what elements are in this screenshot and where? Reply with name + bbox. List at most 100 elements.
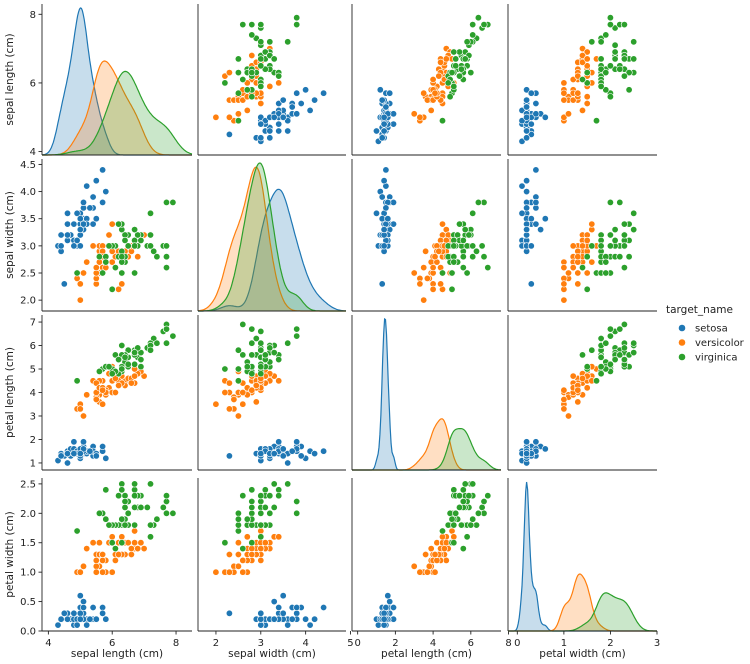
point-virginica-19 <box>221 365 229 373</box>
y-tick-label: 7 <box>30 318 36 329</box>
point-setosa-41 <box>225 609 233 617</box>
point-setosa-37 <box>518 209 526 217</box>
point-virginica-41 <box>450 48 458 56</box>
point-setosa-22 <box>64 209 72 217</box>
y-tick-label: 2.5 <box>20 269 36 280</box>
point-setosa-36 <box>523 96 531 104</box>
point-virginica-29 <box>257 38 265 46</box>
point-virginica-33 <box>450 539 458 547</box>
point-setosa-34 <box>73 236 81 244</box>
panel-3-0: 0.0 0.5 1.0 1.5 2.0 2.5 petal width (cm) 4 6 8 sep… <box>4 478 192 660</box>
kde-fill-setosa-0 <box>42 8 192 155</box>
point-versicolor-14 <box>252 398 260 406</box>
point-setosa-47 <box>64 450 72 458</box>
legend-label-virginica: virginica <box>695 353 738 364</box>
point-setosa-22 <box>372 209 380 217</box>
point-versicolor-48 <box>234 110 242 118</box>
y-tick-label: 1.5 <box>20 538 36 549</box>
point-setosa-48 <box>288 103 296 111</box>
point-setosa-40 <box>76 609 84 617</box>
point-virginica-35 <box>163 492 171 500</box>
point-setosa-14 <box>102 615 110 623</box>
point-virginica-32 <box>616 253 624 261</box>
point-virginica-46 <box>234 515 242 523</box>
point-virginica-46 <box>448 515 456 523</box>
x-tick-label: 6 <box>468 638 474 649</box>
point-setosa-33 <box>523 177 531 185</box>
point-virginica-6 <box>73 527 81 535</box>
point-setosa-24 <box>70 438 78 446</box>
point-virginica-17 <box>616 198 624 206</box>
point-versicolor-48 <box>410 269 418 277</box>
point-virginica-47 <box>124 242 132 250</box>
panel-1-1 <box>197 159 347 312</box>
point-virginica-25 <box>467 521 475 529</box>
point-virginica-25 <box>266 38 274 46</box>
y-tick-label: 2.0 <box>20 509 36 520</box>
point-virginica-6 <box>234 527 242 535</box>
point-versicolor-12 <box>429 285 437 293</box>
point-virginica-18 <box>620 264 628 272</box>
point-virginica-8 <box>131 521 139 529</box>
point-setosa-48 <box>382 103 390 111</box>
point-versicolor-45 <box>569 242 577 250</box>
point-virginica-5 <box>159 503 167 511</box>
point-virginica-9 <box>469 209 477 217</box>
point-virginica-28 <box>121 503 129 511</box>
point-virginica-30 <box>469 253 477 261</box>
point-virginica-30 <box>469 515 477 523</box>
point-virginica-37 <box>597 353 605 361</box>
x-axis-label: sepal length (cm) <box>71 648 163 660</box>
point-virginica-13 <box>234 89 242 97</box>
point-virginica-46 <box>118 365 126 373</box>
x-tick-label: 2 <box>213 638 219 649</box>
point-virginica-44 <box>461 480 469 488</box>
point-virginica-6 <box>592 377 600 385</box>
point-virginica-32 <box>121 497 129 505</box>
point-versicolor-9 <box>427 106 435 114</box>
point-virginica-21 <box>606 93 614 101</box>
point-setosa-48 <box>288 615 296 623</box>
point-setosa-49 <box>380 226 388 234</box>
point-virginica-6 <box>73 269 81 277</box>
point-virginica-29 <box>147 533 155 541</box>
point-versicolor-12 <box>221 388 229 396</box>
point-virginica-42 <box>102 258 110 266</box>
panel-2-1 <box>197 315 346 471</box>
point-setosa-37 <box>73 209 81 217</box>
point-virginica-49 <box>105 363 113 371</box>
point-virginica-45 <box>257 55 265 63</box>
point-virginica-34 <box>111 264 119 272</box>
point-virginica-45 <box>620 242 628 250</box>
point-virginica-6 <box>234 117 242 125</box>
legend: target_name setosa versicolor virginica <box>666 304 745 364</box>
point-setosa-36 <box>378 96 386 104</box>
point-virginica-48 <box>115 356 123 364</box>
point-setosa-43 <box>384 592 392 600</box>
point-virginica-47 <box>606 360 614 368</box>
point-setosa-41 <box>60 609 68 617</box>
point-setosa-23 <box>386 598 394 606</box>
y-tick-label: 6 <box>30 78 36 89</box>
point-setosa-38 <box>57 242 65 250</box>
point-setosa-44 <box>80 603 88 611</box>
point-setosa-33 <box>311 96 319 104</box>
point-versicolor-48 <box>234 412 242 420</box>
x-tick-label: 4 <box>45 638 51 649</box>
point-setosa-44 <box>389 603 397 611</box>
point-versicolor-9 <box>83 258 91 266</box>
point-versicolor-42 <box>239 388 247 396</box>
point-versicolor-29 <box>420 89 428 97</box>
point-virginica-39 <box>611 236 619 244</box>
point-virginica-33 <box>583 253 591 261</box>
point-virginica-49 <box>105 242 113 250</box>
point-virginica-30 <box>602 31 610 39</box>
point-virginica-43 <box>266 492 274 500</box>
point-virginica-38 <box>108 370 116 378</box>
point-setosa-43 <box>541 113 549 121</box>
point-virginica-44 <box>131 226 139 234</box>
point-versicolor-25 <box>437 58 445 66</box>
point-setosa-33 <box>380 177 388 185</box>
point-versicolor-31 <box>230 395 238 403</box>
point-versicolor-48 <box>564 412 572 420</box>
